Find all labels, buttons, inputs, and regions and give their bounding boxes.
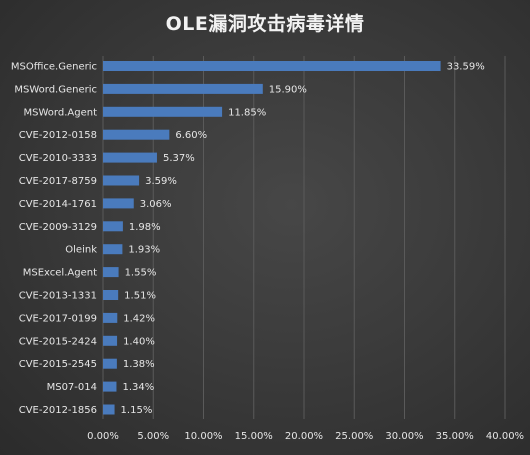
category-label: CVE-2017-8759	[19, 176, 97, 187]
x-tick-label: 15.00%	[235, 431, 273, 442]
x-tick-label: 0.00%	[87, 431, 119, 442]
chart-title: OLE漏洞攻击病毒详情	[165, 13, 365, 35]
category-label: MSExcel.Agent	[23, 268, 97, 279]
value-label: 5.37%	[163, 153, 195, 164]
value-label: 1.51%	[124, 291, 156, 302]
category-label: CVE-2010-3333	[19, 153, 97, 164]
bar	[103, 312, 118, 323]
value-label: 1.98%	[129, 222, 161, 233]
bar	[103, 198, 134, 209]
bar	[103, 335, 118, 346]
category-label: Oleink	[65, 245, 97, 256]
bar	[103, 381, 117, 392]
value-label: 1.40%	[123, 336, 155, 347]
bar	[103, 404, 115, 415]
x-tick-label: 25.00%	[335, 431, 373, 442]
value-label: 3.59%	[145, 176, 177, 187]
value-label: 1.38%	[123, 359, 155, 370]
value-label: 6.60%	[175, 130, 207, 141]
category-label: CVE-2015-2424	[19, 336, 97, 347]
bar	[103, 61, 441, 71]
bar	[103, 221, 123, 232]
category-label: CVE-2014-1761	[19, 199, 97, 210]
category-label: MS07-014	[47, 382, 97, 393]
x-tick-label: 30.00%	[385, 431, 423, 442]
value-label: 1.55%	[125, 268, 157, 279]
x-tick-label: 10.00%	[184, 431, 222, 442]
category-label: MSWord.Generic	[14, 84, 97, 95]
category-label: CVE-2017-0199	[19, 313, 97, 324]
bar	[103, 267, 119, 278]
bar	[103, 175, 140, 186]
bar	[103, 244, 123, 255]
category-label: MSOffice.Generic	[11, 62, 97, 73]
value-label: 1.42%	[123, 313, 155, 324]
x-tick-label: 35.00%	[436, 431, 474, 442]
bar	[103, 290, 119, 300]
x-tick-label: 20.00%	[285, 431, 323, 442]
value-label: 1.34%	[122, 382, 154, 393]
category-label: MSWord.Agent	[24, 107, 98, 118]
category-label: CVE-2015-2545	[19, 359, 97, 370]
bar	[103, 129, 170, 140]
value-label: 11.85%	[228, 107, 266, 118]
category-label: CVE-2012-0158	[19, 130, 97, 141]
bar	[103, 83, 263, 94]
bar	[103, 358, 117, 369]
category-label: CVE-2012-1856	[19, 405, 97, 416]
value-label: 1.15%	[121, 405, 153, 416]
value-label: 15.90%	[269, 84, 307, 95]
category-label: CVE-2009-3129	[19, 222, 97, 233]
bar	[103, 152, 157, 163]
bar	[103, 106, 223, 117]
value-label: 1.93%	[128, 245, 160, 256]
x-tick-label: 5.00%	[137, 431, 169, 442]
value-label: 33.59%	[447, 62, 485, 73]
category-label: CVE-2013-1331	[19, 291, 97, 302]
value-label: 3.06%	[140, 199, 172, 210]
x-tick-label: 40.00%	[486, 431, 524, 442]
